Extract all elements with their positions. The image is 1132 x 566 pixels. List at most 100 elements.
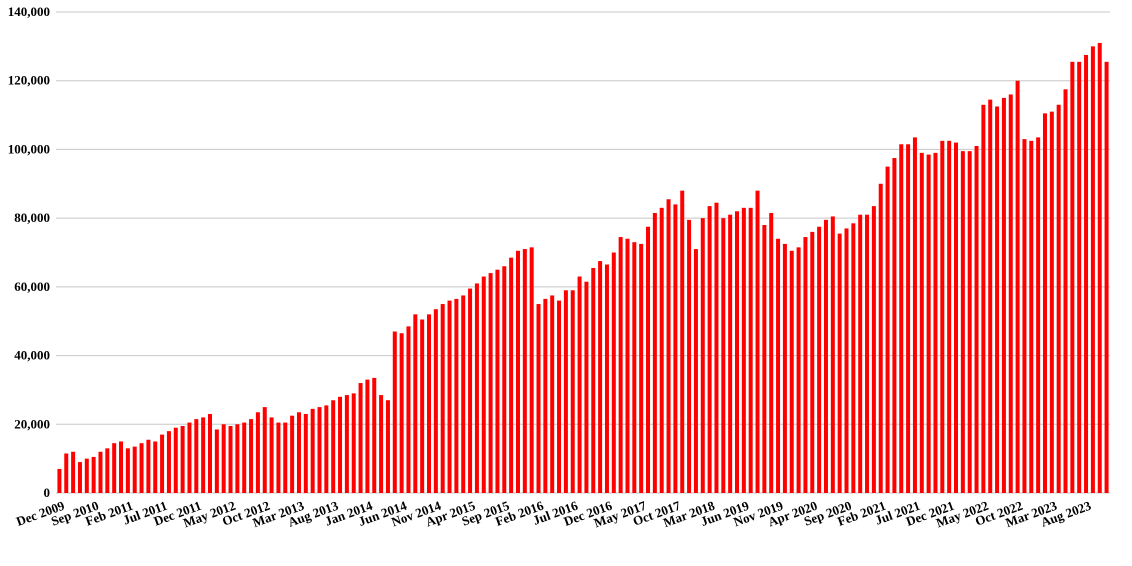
bar [954,142,959,494]
bar [625,238,630,493]
bar [433,309,438,493]
bar [1015,80,1020,493]
bar [296,412,301,493]
bar [146,439,151,493]
bar [187,422,192,493]
bar [481,276,486,493]
bar [1070,61,1075,493]
bar [536,304,541,493]
bar [851,223,856,493]
bar [358,383,363,493]
bar [522,249,527,493]
bar [105,448,110,493]
bar [584,281,589,493]
bar [427,314,432,493]
bar [988,99,993,493]
bar [591,267,596,493]
y-tick-label: 100,000 [8,141,50,156]
bar [454,298,459,493]
bar [577,276,582,493]
bar [878,183,883,494]
bar [680,190,685,493]
bar [119,441,124,493]
bar [632,242,637,493]
bar [502,266,507,493]
bar [728,214,733,493]
bar [57,468,62,493]
bar [1077,61,1082,493]
bar [283,422,288,493]
bar [1084,54,1089,493]
bar [242,422,247,493]
bar [1022,139,1027,493]
bar [495,269,500,493]
bar [639,243,644,493]
bar [385,400,390,493]
bar [933,152,938,493]
bar [960,151,965,493]
bar [947,140,952,493]
bar [776,238,781,493]
bar [762,225,767,493]
bar [700,218,705,493]
y-tick-label: 140,000 [8,4,50,19]
bar [906,144,911,493]
bar [235,424,240,493]
bar [98,451,103,493]
bar [687,219,692,493]
bar [515,250,520,493]
bar [817,226,822,493]
bar [693,249,698,493]
bar [474,283,479,493]
bar [974,145,979,493]
bar [748,207,753,494]
bar [447,300,452,493]
bar [1056,104,1061,493]
bar [550,295,555,493]
bar [84,458,89,493]
bar [269,417,274,493]
bar [611,252,616,493]
bar [488,273,493,493]
bar [652,212,657,493]
bar [406,326,411,493]
bar [166,431,171,493]
bar [899,144,904,493]
bar [1049,111,1054,493]
bar [420,319,425,493]
bar [1029,140,1034,493]
bar [132,446,137,493]
bar [351,393,356,493]
bar [919,152,924,493]
bar [598,261,603,493]
bar [1090,46,1095,493]
bar [160,434,165,493]
bar [1008,94,1013,493]
bar [440,304,445,493]
bar [529,247,534,493]
bar [303,413,308,493]
bar [940,140,945,493]
bar [290,415,295,493]
bar [646,226,651,493]
y-tick-label: 20,000 [14,416,50,431]
bar [276,422,281,493]
bar [1001,97,1006,494]
bar [392,331,397,493]
bar [570,290,575,493]
bar [865,214,870,493]
bar [413,314,418,493]
bar [844,228,849,493]
bar [228,426,233,493]
bar [741,207,746,494]
bar [344,395,349,493]
bar [557,300,562,493]
bar [112,443,117,493]
bar [77,462,82,493]
bar [666,199,671,493]
bar [789,250,794,493]
bar [461,295,466,493]
bar [1036,137,1041,493]
bar [214,429,219,493]
